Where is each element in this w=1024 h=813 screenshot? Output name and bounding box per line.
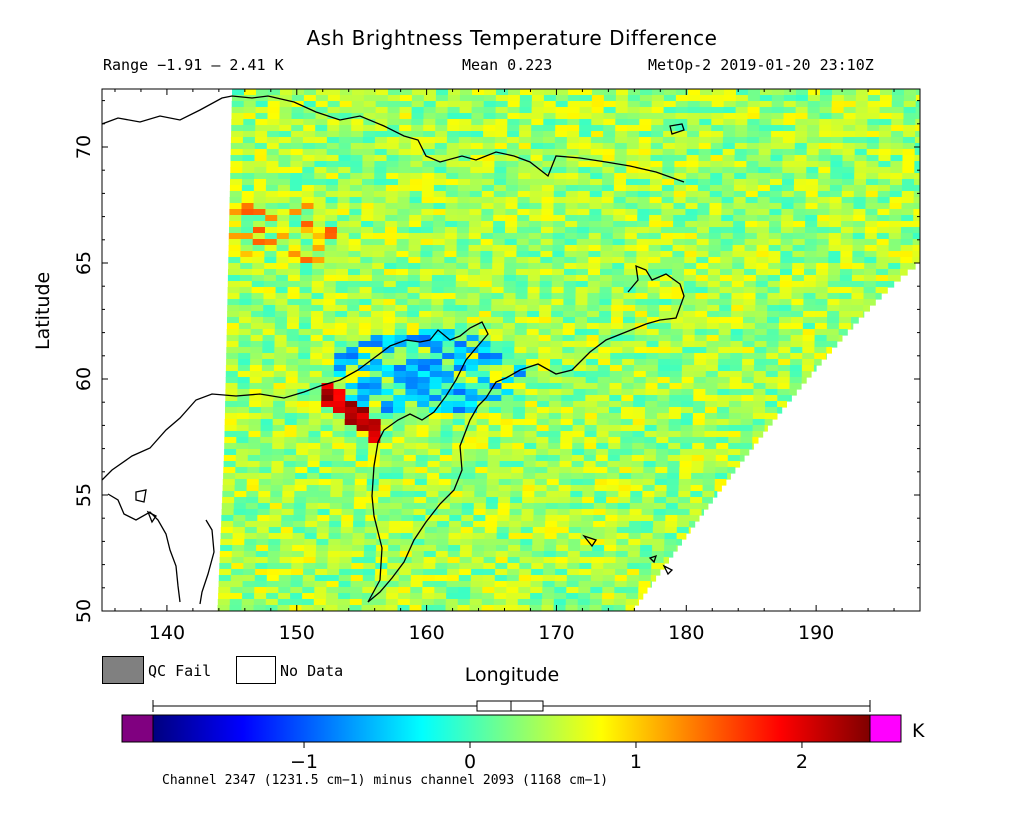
plot-title: Ash Brightness Temperature Difference (306, 26, 718, 50)
colorbar-tick-label: 1 (630, 751, 642, 773)
mean-text: Mean 0.223 (462, 56, 553, 74)
range-text: Range −1.91 – 2.41 K (103, 56, 284, 74)
coastlines (102, 95, 685, 605)
y-tick-label: 70 (73, 135, 95, 159)
y-axis-label: Latitude (32, 271, 54, 350)
satellite-time-text: MetOp-2 2019-01-20 23:10Z (648, 56, 874, 74)
x-axis-label: Longitude (464, 664, 560, 686)
colorbar-tick-label: 0 (464, 751, 476, 773)
qc-fail-label: QC Fail (148, 662, 212, 680)
colorbar-tick-label: 2 (796, 751, 808, 773)
colorbar-ticks: −1 0 1 2 (290, 742, 808, 773)
x-tick-label: 160 (408, 622, 444, 644)
y-tick-label: 60 (73, 367, 95, 391)
data-field (217, 89, 920, 611)
colorbar-unit: K (912, 720, 925, 742)
colorbar-over-swatch (869, 714, 902, 743)
colorbar-tick-label: −1 (290, 751, 318, 773)
no-data-label: No Data (280, 662, 344, 680)
x-tick-label: 180 (668, 622, 704, 644)
colorbar-mean-box (476, 700, 544, 712)
x-tick-label: 190 (798, 622, 834, 644)
no-data-swatch (236, 656, 276, 684)
y-tick-label: 50 (73, 599, 95, 623)
y-tick-label: 55 (73, 483, 95, 507)
x-tick-label: 170 (538, 622, 574, 644)
channel-note: Channel 2347 (1231.5 cm−1) minus channel… (162, 773, 609, 788)
x-tick-label: 150 (279, 622, 315, 644)
x-axis: 140 150 160 170 180 190 (114, 89, 921, 644)
y-axis: 50 55 60 65 70 (73, 100, 920, 623)
plot-frame (101, 88, 921, 612)
y-tick-label: 65 (73, 251, 95, 275)
qc-fail-swatch (102, 656, 144, 684)
colorbar-under-swatch (121, 714, 154, 743)
colorbar (152, 714, 871, 743)
x-tick-label: 140 (149, 622, 185, 644)
